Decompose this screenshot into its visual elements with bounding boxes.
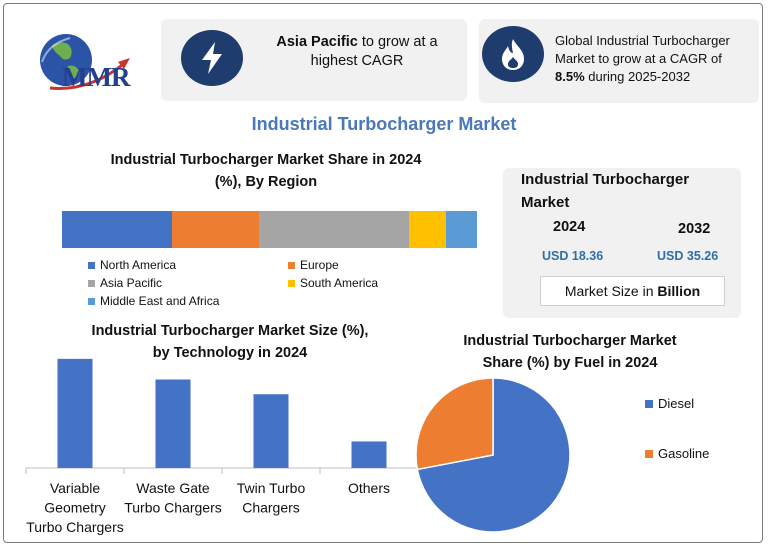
- region-legend-item: Middle East and Africa: [88, 294, 219, 308]
- unit-prefix: Market Size in: [564, 283, 658, 299]
- legend-swatch: [88, 297, 95, 305]
- legend-swatch: [288, 261, 295, 269]
- market-size-title-line1: Industrial Turbocharger: [521, 171, 690, 188]
- region-stacked-bar: [62, 211, 477, 248]
- legend-swatch: [88, 261, 95, 269]
- cagr-line2: highest CAGR: [310, 53, 404, 69]
- flame-icon: [502, 39, 524, 70]
- global-line3: during 2025-2032: [584, 69, 691, 84]
- tech-chart-title: Industrial Turbocharger Market Size (%),…: [40, 320, 420, 364]
- region-segment-europe: [171, 211, 260, 248]
- legend-swatch: [645, 399, 653, 408]
- legend-label: Diesel: [658, 396, 695, 411]
- region-title-line1: Industrial Turbocharger Market Share in …: [110, 152, 422, 168]
- legend-label: Europe: [300, 258, 339, 272]
- region-segment-asia-pacific: [259, 211, 409, 248]
- fuel-title-line2: Share (%) by Fuel in 2024: [482, 355, 658, 371]
- infographic-frame: [3, 3, 763, 543]
- lightning-icon: [202, 42, 222, 74]
- legend-label: North America: [100, 258, 177, 272]
- region-title-line2: (%), By Region: [214, 174, 318, 190]
- fuel-title-line1: Industrial Turbocharger Market: [463, 333, 677, 349]
- region-legend-item: Europe: [288, 258, 339, 272]
- fuel-legend-item: Diesel: [645, 396, 694, 411]
- global-cagr-value: 8.5%: [555, 69, 585, 84]
- cagr-text: Asia Pacific to grow at a highest CAGR: [262, 33, 452, 71]
- cagr-region: Asia Pacific: [276, 34, 358, 50]
- region-segment-south-america: [408, 211, 446, 248]
- region-segment-middle-east-and-africa: [445, 211, 477, 248]
- fuel-legend-item: Gasoline: [645, 446, 709, 461]
- unit-bold: Billion: [657, 283, 701, 299]
- mmr-logo: [40, 34, 130, 90]
- year-2032: 2032: [678, 221, 711, 237]
- lightning-badge: [181, 30, 243, 86]
- tech-title-line2: by Technology in 2024: [152, 345, 308, 361]
- main-title: Industrial Turbocharger Market: [251, 114, 517, 134]
- legend-label: Asia Pacific: [100, 276, 163, 290]
- year-2024: 2024: [553, 219, 586, 235]
- region-legend-item: North America: [88, 258, 176, 272]
- market-size-title: Industrial Turbocharger Market: [521, 168, 689, 214]
- legend-label: Gasoline: [658, 446, 710, 461]
- legend-label: South America: [300, 276, 379, 290]
- logo-text: MMR: [62, 62, 130, 92]
- global-cagr-text: Global Industrial Turbocharger Market to…: [555, 32, 755, 86]
- market-size-unit: Market Size in Billion: [540, 276, 725, 306]
- market-size-title-line2: Market: [521, 194, 570, 211]
- legend-swatch: [88, 279, 95, 287]
- legend-swatch: [288, 279, 295, 287]
- region-legend-item: Asia Pacific: [88, 276, 162, 290]
- tech-title-line1: Industrial Turbocharger Market Size (%),: [91, 323, 369, 339]
- region-legend-item: South America: [288, 276, 378, 290]
- legend-label: Middle East and Africa: [100, 294, 220, 308]
- global-line1: Global Industrial Turbocharger: [555, 33, 730, 48]
- value-2024: USD 18.36: [542, 249, 604, 263]
- region-segment-north-america: [62, 211, 172, 248]
- region-chart-title: Industrial Turbocharger Market Share in …: [60, 149, 472, 193]
- flame-badge: [482, 26, 544, 82]
- cagr-rest: to grow at a: [357, 34, 438, 50]
- legend-swatch: [645, 449, 653, 458]
- value-2032: USD 35.26: [657, 249, 719, 263]
- global-line2: Market to grow at a CAGR of: [555, 51, 722, 66]
- fuel-chart-title: Industrial Turbocharger Market Share (%)…: [430, 330, 710, 374]
